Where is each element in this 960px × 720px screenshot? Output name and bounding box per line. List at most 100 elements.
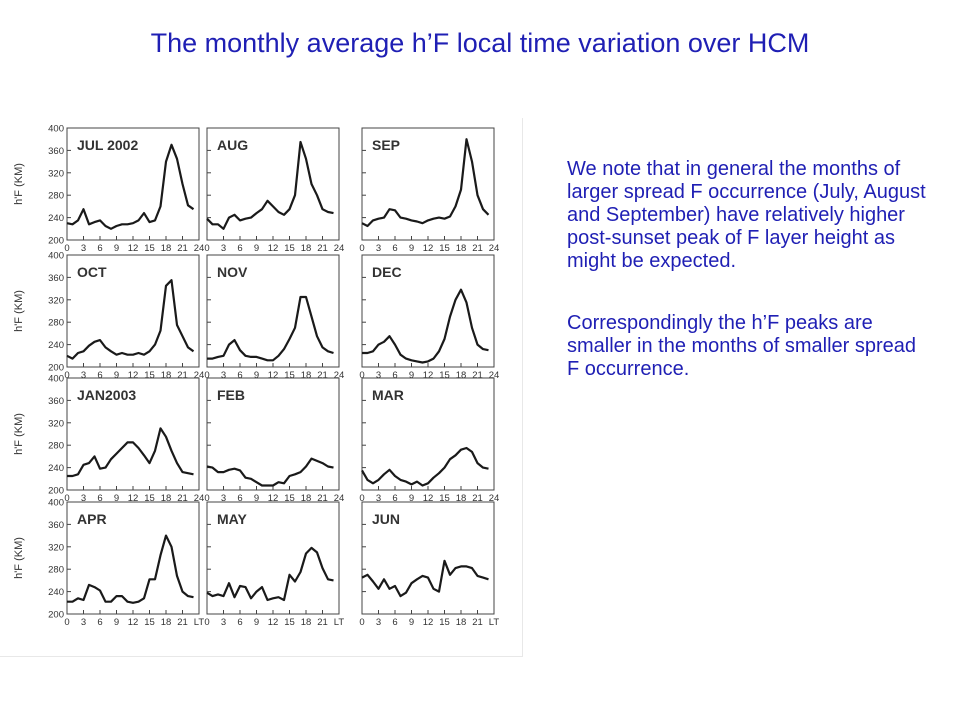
- x-tick-label: 6: [392, 617, 397, 628]
- x-tick-label: 21: [177, 243, 188, 254]
- x-tick-label: 9: [254, 243, 259, 254]
- series-line-nov: [207, 295, 334, 362]
- x-tick-label: 3: [376, 493, 381, 504]
- panel-mar: 0 3 6 9 12 15 18 21 24 MAR: [359, 377, 500, 504]
- x-tick-label: 15: [144, 370, 155, 381]
- x-tick-label: 9: [254, 617, 259, 628]
- x-tick-label: 12: [268, 370, 279, 381]
- series-line-may: [206, 546, 334, 602]
- x-tick-label: 0: [204, 243, 209, 254]
- y-tick-label: 360: [48, 146, 64, 157]
- x-tick-label: 6: [392, 493, 397, 504]
- y-tick-label: 280: [48, 441, 64, 452]
- x-tick-label: 3: [221, 243, 226, 254]
- panel-jun: 0 3 6 9 12 15 18 21 LT JUN: [359, 501, 500, 628]
- x-tick-label: 15: [144, 493, 155, 504]
- x-tick-label: 18: [301, 370, 312, 381]
- panel-label: SEP: [372, 137, 400, 153]
- x-tick-label: 15: [439, 370, 450, 381]
- x-tick-label: 24: [489, 493, 500, 504]
- y-tick-label: 280: [48, 565, 64, 576]
- x-tick-label: 3: [81, 243, 86, 254]
- x-tick-label: 9: [254, 493, 259, 504]
- y-tick-label: 280: [48, 318, 64, 329]
- panel-may: 0 3 6 9 12 15 18 21 LT MAY: [204, 501, 344, 628]
- x-tick-label: 6: [97, 243, 102, 254]
- x-tick-label: 24: [489, 243, 500, 254]
- y-axis-title: h'F (KM): [13, 290, 25, 332]
- panel-label: MAR: [372, 387, 404, 403]
- x-tick-label: 18: [301, 617, 312, 628]
- x-tick-label: LT: [489, 617, 500, 628]
- x-tick-label: 3: [221, 493, 226, 504]
- y-tick-label: 400: [48, 374, 64, 385]
- panel-label: DEC: [372, 264, 402, 280]
- y-axis-title: h'F (KM): [13, 537, 25, 579]
- panel-label: JUL 2002: [77, 137, 138, 153]
- hf-chart-svg: h'F (KM)h'F (KM)h'F (KM)h'F (KM)40036032…: [13, 124, 500, 629]
- x-tick-label: 24: [194, 243, 205, 254]
- x-tick-label: 0: [204, 493, 209, 504]
- panel-label: NOV: [217, 264, 248, 280]
- series-line-sep: [361, 138, 490, 228]
- x-tick-label: 3: [81, 370, 86, 381]
- x-tick-label: 18: [456, 370, 467, 381]
- y-tick-label: 240: [48, 213, 64, 224]
- x-tick-label: 18: [301, 243, 312, 254]
- y-tick-label: 240: [48, 587, 64, 598]
- x-tick-label: 3: [376, 370, 381, 381]
- x-tick-label: 24: [194, 493, 205, 504]
- x-tick-label: 6: [97, 617, 102, 628]
- x-tick-label: 12: [128, 617, 139, 628]
- x-tick-label: 6: [237, 493, 242, 504]
- x-tick-label: 0: [359, 243, 364, 254]
- x-tick-label: 12: [268, 617, 279, 628]
- x-tick-label: 15: [144, 243, 155, 254]
- series-line-aug: [206, 140, 334, 230]
- commentary-text: We note that in general the months of la…: [567, 158, 927, 381]
- x-tick-label: 12: [423, 370, 434, 381]
- x-tick-label: 12: [128, 370, 139, 381]
- panel-label: JUN: [372, 511, 400, 527]
- x-tick-label: 9: [409, 243, 414, 254]
- y-tick-label: 400: [48, 498, 64, 509]
- series-line-oct: [66, 279, 195, 360]
- x-tick-label: 6: [97, 370, 102, 381]
- y-tick-label: 360: [48, 396, 64, 407]
- x-tick-label: 21: [317, 243, 328, 254]
- y-tick-label: 320: [48, 295, 64, 306]
- panel-label: OCT: [77, 264, 107, 280]
- x-tick-label: LT: [194, 617, 205, 628]
- x-tick-label: 3: [221, 370, 226, 381]
- x-tick-label: 21: [472, 370, 483, 381]
- x-tick-label: 18: [456, 243, 467, 254]
- series-line-jun: [361, 559, 489, 598]
- x-tick-label: 6: [392, 370, 397, 381]
- x-tick-label: 0: [64, 493, 69, 504]
- y-tick-label: 200: [48, 236, 64, 247]
- x-tick-label: 12: [423, 243, 434, 254]
- x-tick-label: 3: [221, 617, 226, 628]
- y-tick-label: 360: [48, 520, 64, 531]
- x-tick-label: 6: [237, 370, 242, 381]
- x-tick-label: 6: [97, 493, 102, 504]
- x-tick-label: 0: [64, 243, 69, 254]
- x-tick-label: 18: [456, 493, 467, 504]
- x-tick-label: 21: [317, 493, 328, 504]
- x-tick-label: 21: [317, 617, 328, 628]
- slide-title: The monthly average h’F local time varia…: [150, 28, 810, 58]
- y-tick-label: 200: [48, 363, 64, 374]
- series-line-jan2003: [67, 427, 194, 478]
- x-tick-label: 18: [456, 617, 467, 628]
- x-tick-label: 21: [472, 493, 483, 504]
- series-line-feb: [206, 457, 334, 487]
- x-tick-label: 6: [237, 617, 242, 628]
- x-tick-label: 15: [284, 243, 295, 254]
- x-tick-label: 18: [301, 493, 312, 504]
- x-tick-label: 18: [161, 493, 172, 504]
- y-tick-label: 400: [48, 124, 64, 135]
- x-tick-label: 3: [376, 243, 381, 254]
- y-tick-label: 320: [48, 542, 64, 553]
